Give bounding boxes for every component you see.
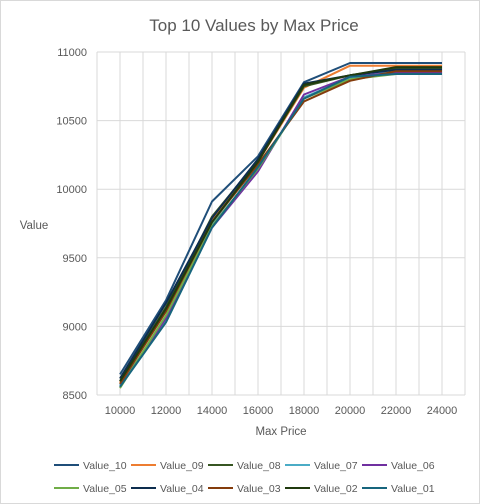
- x-tick-label: 12000: [151, 405, 182, 417]
- y-tick-label: 9500: [63, 253, 87, 265]
- legend-label: Value_04: [160, 483, 204, 495]
- y-tick-label: 11000: [57, 47, 87, 59]
- legend-label: Value_07: [314, 460, 358, 472]
- legend-label: Value_06: [391, 460, 435, 472]
- series-line-value-10: [119, 62, 442, 375]
- x-axis-ticks: 10000 12000 14000 16000 18000 20000 22000 24000: [105, 405, 458, 417]
- series-line-value-02: [119, 66, 442, 382]
- gridlines: [96, 51, 466, 396]
- y-tick-label: 8500: [63, 390, 87, 402]
- x-tick-label: 14000: [197, 405, 228, 417]
- series-lines: [119, 62, 442, 389]
- x-tick-label: 24000: [427, 405, 458, 417]
- x-tick-label: 16000: [243, 405, 274, 417]
- y-axis-ticks: 8500 9000 9500 10000 10500 11000: [56, 47, 87, 402]
- chart-title: Top 10 Values by Max Price: [149, 16, 358, 35]
- x-axis-title: Max Price: [255, 426, 306, 438]
- legend-label: Value_02: [314, 483, 358, 495]
- x-tick-label: 22000: [381, 405, 412, 417]
- legend-label: Value_08: [237, 460, 281, 472]
- x-tick-label: 20000: [335, 405, 366, 417]
- legend-label: Value_05: [83, 483, 127, 495]
- y-axis-title: Value: [20, 220, 49, 232]
- x-tick-label: 10000: [105, 405, 136, 417]
- y-tick-label: 9000: [63, 321, 87, 333]
- legend-label: Value_09: [160, 460, 204, 472]
- legend-label: Value_03: [237, 483, 281, 495]
- legend-label: Value_10: [83, 460, 127, 472]
- y-tick-label: 10000: [56, 184, 87, 196]
- legend-label: Value_01: [391, 483, 435, 495]
- legend: Value_10 Value_09 Value_08 Value_07 Value_06…: [54, 460, 435, 495]
- y-tick-label: 10500: [56, 116, 87, 128]
- series-line-value-01: [119, 73, 442, 388]
- series-line-value-04: [119, 68, 442, 380]
- x-tick-label: 18000: [289, 405, 320, 417]
